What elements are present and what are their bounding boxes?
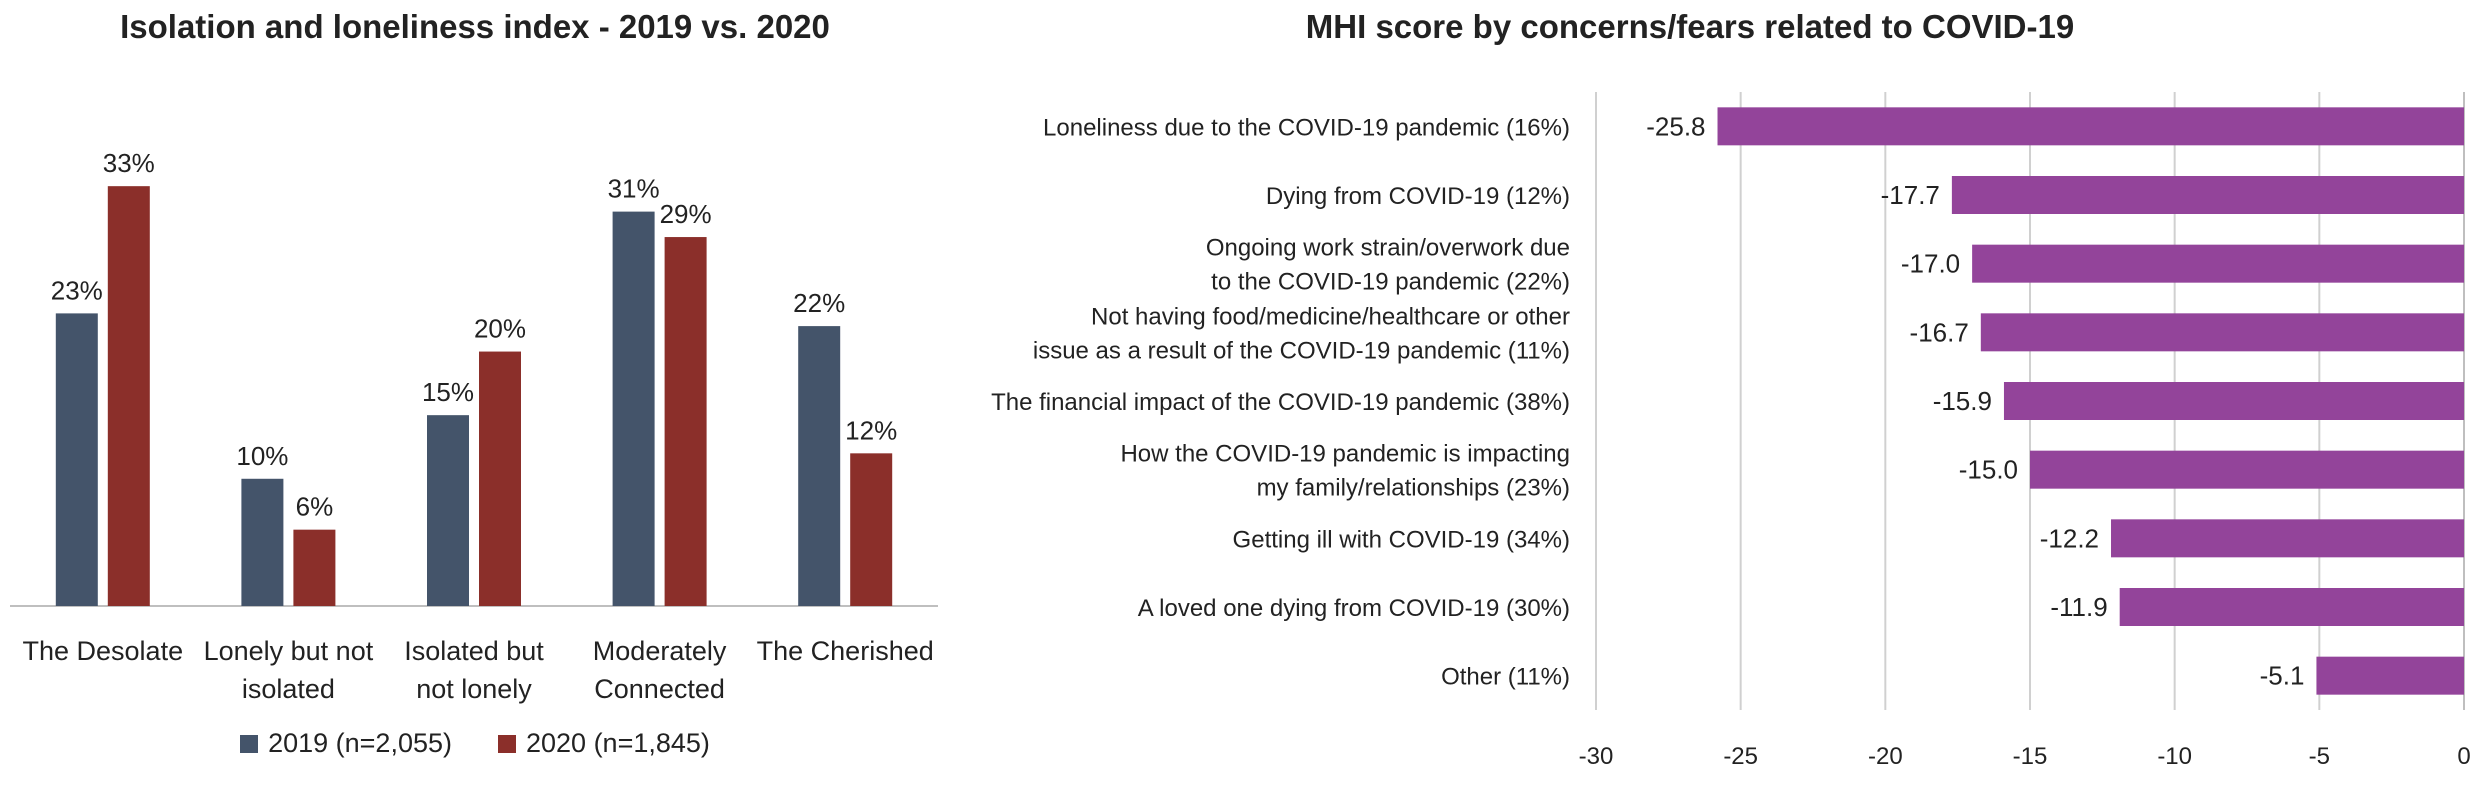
data-label-0-0: 23% <box>51 275 103 305</box>
bar-0-3 <box>612 211 655 606</box>
concern-label-4-0: The financial impact of the COVID-19 pan… <box>991 389 1570 416</box>
bar-0-0 <box>55 313 98 606</box>
concern-label-0-0: Loneliness due to the COVID-19 pandemic … <box>1043 114 1570 141</box>
bar-1-1 <box>293 529 336 606</box>
bar-1-2 <box>479 351 521 606</box>
concern-label-5-0: How the COVID-19 pandemic is impacting <box>1120 441 1570 468</box>
hbar-value-label-4: -15.9 <box>1933 386 1992 416</box>
category-label-4-0: The Cherished <box>757 636 934 666</box>
category-label-3-0: Moderately <box>593 636 727 666</box>
hbar-8 <box>2316 656 2464 695</box>
isolation-loneliness-chart: Isolation and loneliness index - 2019 vs… <box>0 0 950 788</box>
right-chart-title: MHI score by concerns/fears related to C… <box>1305 8 2075 45</box>
category-label-2-0: Isolated but <box>404 636 544 666</box>
hbar-value-label-6: -12.2 <box>2040 523 2099 553</box>
bar-0-4 <box>798 326 841 606</box>
hbar-value-label-5: -15.0 <box>1959 455 2018 485</box>
hbar-value-label-8: -5.1 <box>2260 661 2305 691</box>
hbar-value-label-2: -17.0 <box>1901 249 1960 279</box>
legend-swatch-2020 <box>498 734 516 753</box>
mhi-score-chart: MHI score by concerns/fears related to C… <box>950 0 2488 788</box>
legend-item-2020: 2020 (n=1,845) <box>498 728 710 759</box>
concern-label-6-0: Getting ill with COVID-19 (34%) <box>1233 526 1570 553</box>
x-tick-label-3: -15 <box>2013 743 2048 770</box>
concern-label-2-1: to the COVID-19 pandemic (22%) <box>1211 269 1570 296</box>
data-label-0-4: 22% <box>793 288 845 318</box>
hbar-1 <box>1951 176 2464 214</box>
x-tick-label-5: -5 <box>2309 743 2330 770</box>
concern-label-3-0: Not having food/medicine/healthcare or o… <box>1091 303 1570 330</box>
hbar-value-label-7: -11.9 <box>2050 592 2107 622</box>
legend-item-2019: 2019 (n=2,055) <box>240 728 452 759</box>
category-label-3-1: Connected <box>594 674 725 704</box>
left-chart-plot: 23% 10% 15% 31% 22% 33% 6% 20% 29% 12% The Desolat… <box>10 148 938 704</box>
hbar-7 <box>2119 588 2464 626</box>
hbar-value-label-1: -17.7 <box>1881 180 1940 210</box>
concern-label-2-0: Ongoing work strain/overwork due <box>1206 235 1570 262</box>
x-tick-label-0: -30 <box>1579 743 1614 770</box>
data-label-1-2: 20% <box>474 314 526 344</box>
data-label-1-4: 12% <box>845 415 897 445</box>
bar-1-4 <box>850 453 893 606</box>
category-label-1-1: isolated <box>242 674 335 704</box>
data-label-0-1: 10% <box>236 441 288 471</box>
hbar-value-label-0: -25.8 <box>1646 111 1705 141</box>
category-label-2-1: not lonely <box>416 674 532 704</box>
category-label-1-0: Lonely but not <box>204 636 374 666</box>
bar-1-3 <box>664 237 707 607</box>
bar-1-0 <box>107 186 150 606</box>
legend-swatch-2019 <box>240 734 259 753</box>
hbar-2 <box>1972 244 2464 283</box>
hbar-0 <box>1717 107 2464 146</box>
x-tick-label-1: -25 <box>1723 743 1758 770</box>
x-tick-label-6: 0 <box>2457 743 2470 770</box>
data-label-1-1: 6% <box>296 492 334 522</box>
x-tick-label-2: -20 <box>1868 743 1903 770</box>
legend-label-2020: 2020 (n=1,845) <box>526 728 710 758</box>
data-label-0-3: 31% <box>608 174 660 204</box>
data-label-0-2: 15% <box>422 377 474 407</box>
hbar-value-label-3: -16.7 <box>1910 317 1969 347</box>
bar-0-1 <box>241 478 284 606</box>
hbar-4 <box>2003 382 2464 420</box>
x-tick-label-4: -10 <box>2157 743 2192 770</box>
concern-label-5-1: my family/relationships (23%) <box>1257 475 1570 502</box>
bar-0-2 <box>427 415 469 606</box>
data-label-1-0: 33% <box>103 148 155 178</box>
category-label-0-0: The Desolate <box>23 636 184 666</box>
hbar-6 <box>2111 519 2464 558</box>
right-chart-plot: -30 -25 -20 -15 -10 -5 0 -25.8 Loneliness due to… <box>991 92 2471 770</box>
hbar-5 <box>2030 450 2464 489</box>
hbar-3 <box>1980 313 2464 352</box>
concern-label-3-1: issue as a result of the COVID-19 pandem… <box>1033 337 1570 364</box>
data-label-1-3: 29% <box>660 199 712 229</box>
left-chart-legend: 2019 (n=2,055) 2020 (n=1,845) <box>0 728 950 759</box>
legend-label-2019: 2019 (n=2,055) <box>268 728 452 758</box>
concern-label-7-0: A loved one dying from COVID-19 (30%) <box>1138 595 1570 622</box>
concern-label-1-0: Dying from COVID-19 (12%) <box>1266 183 1570 210</box>
concern-label-8-0: Other (11%) <box>1441 664 1570 691</box>
left-chart-title: Isolation and loneliness index - 2019 vs… <box>120 8 830 45</box>
